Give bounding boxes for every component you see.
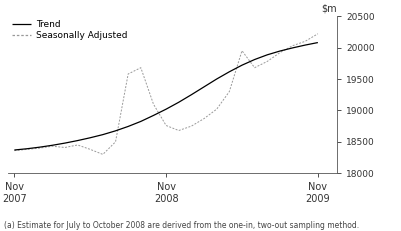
Trend	[252, 58, 257, 61]
Seasonally Adjusted	[214, 108, 219, 111]
Trend	[138, 120, 143, 123]
Line: Seasonally Adjusted: Seasonally Adjusted	[14, 34, 318, 154]
Trend	[50, 144, 55, 147]
Seasonally Adjusted	[227, 90, 232, 93]
Seasonally Adjusted	[176, 129, 181, 132]
Seasonally Adjusted	[37, 147, 42, 149]
Seasonally Adjusted	[63, 146, 67, 149]
Seasonally Adjusted	[164, 124, 168, 127]
Seasonally Adjusted	[24, 148, 29, 151]
Trend	[88, 136, 93, 139]
Seasonally Adjusted	[88, 148, 93, 151]
Trend	[214, 78, 219, 80]
Seasonally Adjusted	[75, 144, 80, 146]
Seasonally Adjusted	[126, 73, 131, 75]
Trend	[101, 133, 105, 136]
Seasonally Adjusted	[151, 103, 156, 106]
Trend	[113, 129, 118, 132]
Trend	[126, 125, 131, 128]
Seasonally Adjusted	[316, 32, 320, 35]
Seasonally Adjusted	[202, 117, 207, 120]
Trend	[277, 50, 282, 52]
Seasonally Adjusted	[12, 149, 17, 152]
Trend	[63, 142, 67, 144]
Trend	[239, 64, 244, 67]
Seasonally Adjusted	[113, 140, 118, 143]
Trend	[75, 139, 80, 142]
Trend	[37, 146, 42, 149]
Text: $m: $m	[321, 3, 337, 13]
Seasonally Adjusted	[252, 66, 257, 69]
Trend	[176, 101, 181, 104]
Trend	[265, 53, 270, 56]
Line: Trend: Trend	[14, 43, 318, 150]
Trend	[24, 147, 29, 150]
Trend	[202, 85, 207, 88]
Legend: Trend, Seasonally Adjusted: Trend, Seasonally Adjusted	[11, 19, 128, 41]
Seasonally Adjusted	[189, 125, 194, 128]
Trend	[164, 108, 168, 111]
Seasonally Adjusted	[290, 44, 295, 47]
Seasonally Adjusted	[265, 60, 270, 63]
Trend	[227, 70, 232, 73]
Seasonally Adjusted	[138, 66, 143, 69]
Trend	[189, 93, 194, 96]
Trend	[303, 44, 308, 46]
Seasonally Adjusted	[101, 153, 105, 156]
Trend	[290, 46, 295, 49]
Trend	[12, 149, 17, 151]
Trend	[151, 114, 156, 117]
Seasonally Adjusted	[277, 51, 282, 54]
Seasonally Adjusted	[303, 40, 308, 43]
Text: (a) Estimate for July to October 2008 are derived from the one-in, two-out sampl: (a) Estimate for July to October 2008 ar…	[4, 221, 359, 230]
Trend	[316, 41, 320, 44]
Seasonally Adjusted	[239, 49, 244, 52]
Seasonally Adjusted	[50, 145, 55, 148]
